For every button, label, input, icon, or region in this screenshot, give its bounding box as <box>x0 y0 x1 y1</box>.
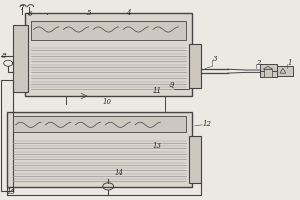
Bar <box>189 44 201 88</box>
Bar <box>13 25 28 92</box>
Text: 2: 2 <box>256 59 260 67</box>
Text: 14: 14 <box>114 169 123 177</box>
Bar <box>1 80 13 191</box>
Polygon shape <box>280 68 286 73</box>
Text: 7: 7 <box>19 4 24 12</box>
Bar <box>189 136 201 183</box>
Text: 6: 6 <box>28 10 32 18</box>
Text: 13: 13 <box>153 142 162 150</box>
Text: 4: 4 <box>126 9 130 17</box>
Bar <box>277 66 293 76</box>
Text: 12: 12 <box>202 120 211 128</box>
Text: 5: 5 <box>87 9 92 17</box>
Polygon shape <box>264 69 272 77</box>
Text: 9: 9 <box>169 81 174 89</box>
Bar <box>31 21 186 40</box>
Bar <box>7 112 192 187</box>
Text: 15: 15 <box>7 188 16 196</box>
Text: 8: 8 <box>2 52 7 60</box>
Text: 10: 10 <box>102 98 111 106</box>
Bar <box>13 116 186 132</box>
Bar <box>25 13 192 96</box>
Text: 1: 1 <box>287 59 292 67</box>
Bar <box>260 64 277 77</box>
Text: 3: 3 <box>213 55 217 63</box>
Polygon shape <box>263 66 273 69</box>
Text: 11: 11 <box>153 87 162 95</box>
